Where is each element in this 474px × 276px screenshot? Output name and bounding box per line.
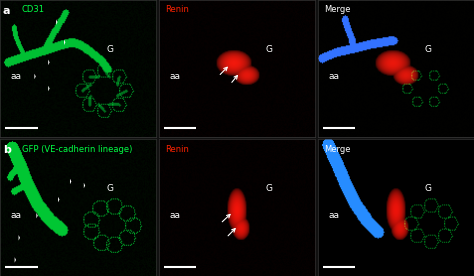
Text: G: G bbox=[106, 45, 113, 54]
Text: a: a bbox=[3, 6, 10, 16]
Text: G: G bbox=[424, 184, 431, 193]
Text: G: G bbox=[265, 184, 272, 193]
Text: Merge: Merge bbox=[324, 145, 351, 154]
Text: aa: aa bbox=[329, 211, 340, 220]
Text: b: b bbox=[3, 145, 11, 155]
Text: aa: aa bbox=[11, 211, 22, 220]
Text: Merge: Merge bbox=[324, 6, 351, 14]
Text: GFP (VE-cadherin lineage): GFP (VE-cadherin lineage) bbox=[22, 145, 132, 154]
Text: Renin: Renin bbox=[165, 145, 189, 154]
Text: G: G bbox=[265, 45, 272, 54]
Text: CD31: CD31 bbox=[22, 6, 45, 14]
Text: aa: aa bbox=[11, 72, 22, 81]
Text: aa: aa bbox=[170, 72, 181, 81]
Text: G: G bbox=[106, 184, 113, 193]
Text: G: G bbox=[424, 45, 431, 54]
Text: aa: aa bbox=[170, 211, 181, 220]
Text: aa: aa bbox=[329, 72, 340, 81]
Text: Renin: Renin bbox=[165, 6, 189, 14]
